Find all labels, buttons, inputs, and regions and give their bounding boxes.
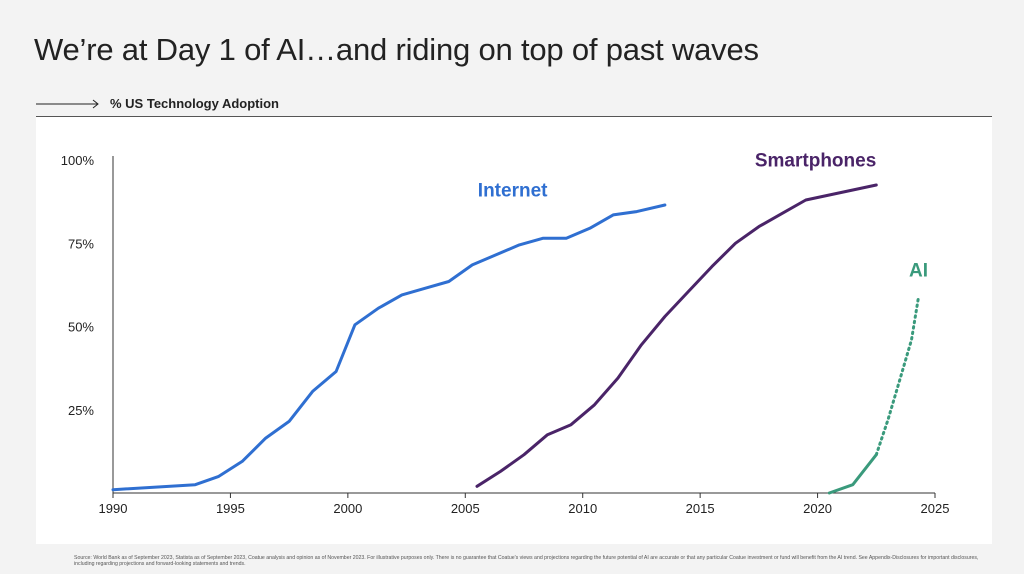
y-tick-label: 50% — [68, 320, 94, 335]
chart-panel — [36, 117, 992, 544]
source-footnote: Source: World Bank as of September 2023,… — [74, 555, 979, 568]
chart-subtitle-row: % US Technology Adoption — [36, 96, 279, 111]
x-tick-label: 2020 — [803, 501, 832, 516]
internet-series-line — [111, 203, 667, 492]
x-tick-label: 2025 — [921, 501, 950, 516]
smartphones-series-line — [475, 183, 878, 488]
arrow-right-icon — [36, 99, 99, 108]
x-tick-label: 2010 — [568, 501, 597, 516]
internet-series-label: Internet — [478, 181, 548, 202]
page-title: We’re at Day 1 of AI…and riding on top o… — [34, 32, 759, 67]
y-tick-label: 75% — [68, 236, 94, 251]
ai-series-label: AI — [909, 261, 928, 282]
x-tick-label: 1995 — [216, 501, 245, 516]
x-tick-label: 2015 — [686, 501, 715, 516]
smartphones-series-label: Smartphones — [755, 151, 876, 172]
y-tick-label: 25% — [68, 403, 94, 418]
x-tick-label: 1990 — [99, 501, 128, 516]
ai-projection-line — [874, 295, 921, 457]
x-tick-label: 2005 — [451, 501, 480, 516]
ai-series-line — [827, 453, 878, 495]
y-tick-label: 100% — [61, 153, 95, 168]
chart-subtitle: % US Technology Adoption — [110, 96, 279, 111]
x-tick-label: 2000 — [333, 501, 362, 516]
header-divider — [36, 116, 992, 117]
